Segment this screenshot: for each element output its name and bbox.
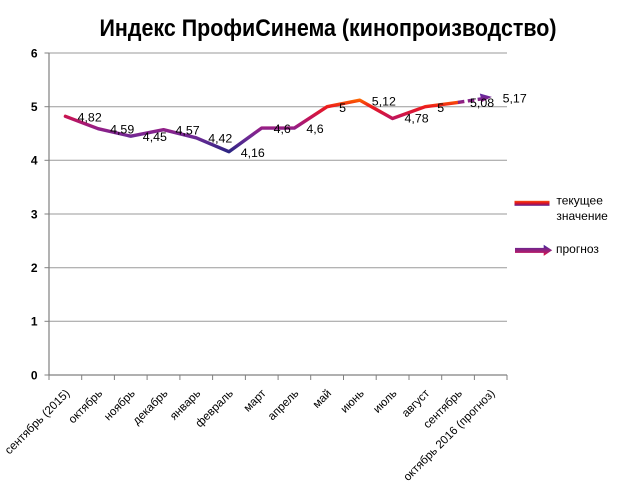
svg-text:4,57: 4,57 <box>176 124 200 138</box>
svg-text:5,17: 5,17 <box>503 92 527 106</box>
svg-text:5,08: 5,08 <box>470 96 494 110</box>
svg-text:5: 5 <box>339 101 346 115</box>
svg-text:текущее: текущее <box>556 194 603 208</box>
svg-text:4,6: 4,6 <box>306 122 323 136</box>
svg-text:значение: значение <box>556 209 608 223</box>
svg-text:Индекс ПрофиСинема (кинопроизв: Индекс ПрофиСинема (кинопроизводство) <box>100 15 557 42</box>
svg-text:5: 5 <box>437 101 444 115</box>
svg-text:4,59: 4,59 <box>110 123 134 137</box>
svg-text:4,82: 4,82 <box>78 110 102 124</box>
svg-text:3: 3 <box>31 207 38 221</box>
svg-text:4,16: 4,16 <box>241 146 265 160</box>
svg-text:4: 4 <box>31 154 38 168</box>
svg-text:4,6: 4,6 <box>274 122 291 136</box>
svg-text:прогноз: прогноз <box>556 242 599 256</box>
svg-text:4,45: 4,45 <box>143 130 167 144</box>
svg-text:5,12: 5,12 <box>372 94 396 108</box>
svg-text:1: 1 <box>31 315 38 329</box>
svg-text:4,78: 4,78 <box>405 112 429 126</box>
svg-text:0: 0 <box>31 368 38 382</box>
svg-text:2: 2 <box>31 261 38 275</box>
svg-text:5: 5 <box>31 100 38 114</box>
svg-text:6: 6 <box>31 46 38 60</box>
svg-text:4,42: 4,42 <box>208 132 232 146</box>
